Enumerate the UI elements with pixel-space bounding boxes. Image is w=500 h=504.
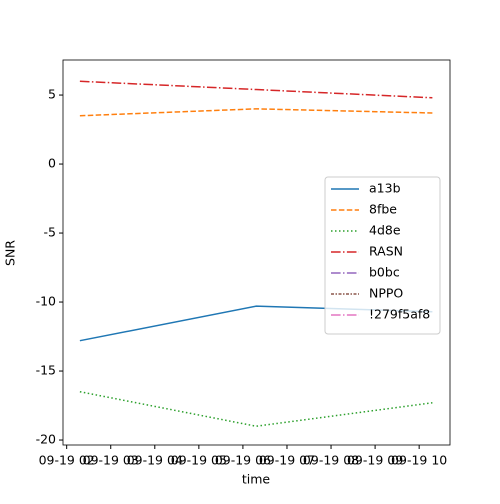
x-tick-label: 09-19 03 [83,453,139,468]
x-tick-label: 09-19 08 [303,453,359,468]
x-tick-label: 09-19 09 [347,453,403,468]
x-tick-label: 09-19 05 [171,453,227,468]
series-line [79,80,433,99]
y-tick-label: 0 [48,156,56,171]
legend-label: RASN [369,244,403,259]
y-tick-label: -5 [44,225,56,240]
legend-label: a13b [369,181,401,196]
legend-label: b0bc [369,265,400,280]
axes-frame [62,59,451,446]
x-tick-label: 09-19 02 [39,453,95,468]
y-tick-label: 5 [48,87,56,102]
y-axis-label: SNR [3,240,18,266]
legend-label: 4d8e [369,223,401,238]
legend-label: !279f5af8 [369,307,430,322]
series-line [79,108,433,117]
y-tick-label: -20 [36,432,56,447]
legend-label: 8fbe [369,202,397,217]
y-tick-label: -15 [36,363,56,378]
legend-label: NPPO [369,286,403,301]
x-tick-label: 09-19 07 [259,453,315,468]
y-tick-label: -10 [36,294,56,309]
x-tick-label: 09-19 06 [215,453,271,468]
x-tick-label: 09-19 04 [127,453,183,468]
x-tick-label: 09-19 10 [391,453,447,468]
x-axis-label: time [242,472,271,487]
